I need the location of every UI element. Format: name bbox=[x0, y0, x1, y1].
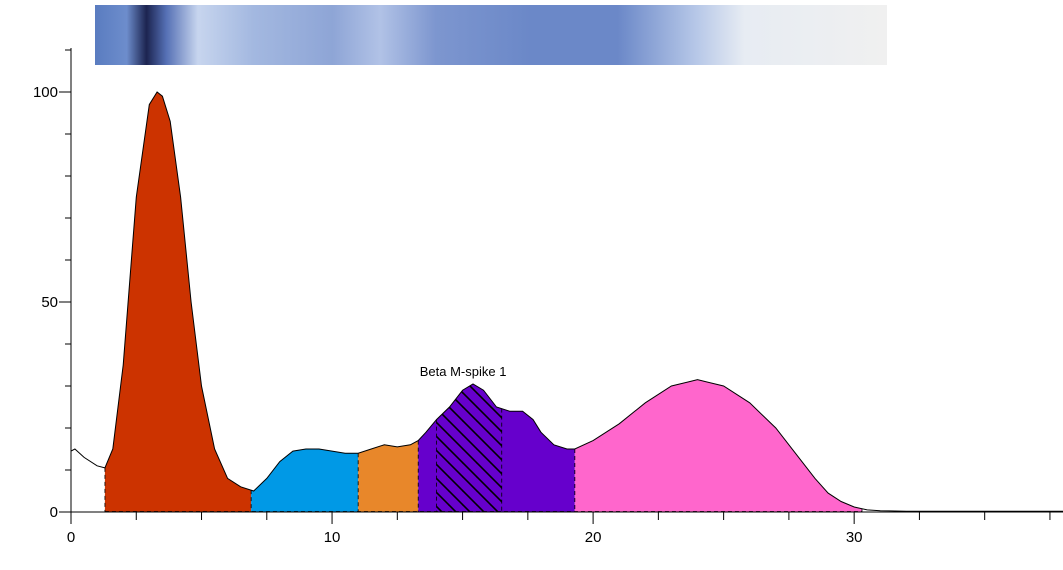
x-tick-label: 20 bbox=[585, 529, 602, 546]
y-tick-label: 0 bbox=[50, 504, 58, 521]
fractions-layer bbox=[104, 92, 863, 512]
x-tick-label: 0 bbox=[67, 529, 75, 546]
m-spike-label: Beta M-spike 1 bbox=[420, 364, 507, 379]
gel-strip bbox=[95, 5, 887, 65]
m-spike-area bbox=[436, 383, 502, 512]
y-tick-label: 100 bbox=[33, 84, 58, 101]
axes-layer: 0 50 100 0 10 20 30 bbox=[33, 48, 1063, 546]
curve-layer bbox=[70, 91, 1063, 512]
fraction-5 bbox=[574, 379, 862, 512]
x-tick-label: 30 bbox=[846, 529, 863, 546]
fraction-3 bbox=[358, 440, 419, 512]
fraction-1 bbox=[104, 92, 252, 512]
fraction-2 bbox=[251, 449, 359, 512]
x-tick-label: 10 bbox=[324, 529, 341, 546]
series-line bbox=[70, 91, 1063, 512]
y-tick-label: 50 bbox=[41, 294, 58, 311]
